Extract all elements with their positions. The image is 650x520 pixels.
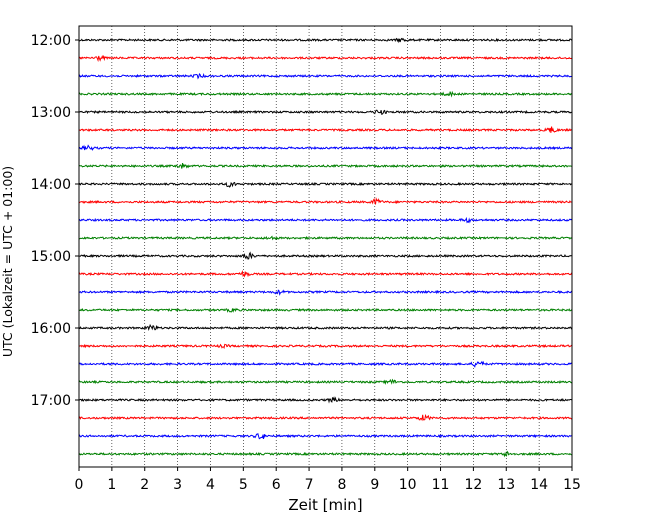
y-tick-label: 14:00 [31, 177, 71, 193]
trace-line [78, 269, 573, 278]
trace-line [78, 413, 573, 422]
x-axis-label: Zeit [min] [288, 496, 362, 514]
trace-line [78, 378, 573, 386]
x-axis-ticks: 0 1 2 3 4 5 6 7 8 9 10 11 12 13 14 15 [75, 467, 581, 493]
x-tick-label: 9 [370, 477, 379, 493]
seismic-traces [78, 37, 573, 458]
x-tick-label: 15 [563, 477, 581, 493]
trace-line [78, 251, 573, 260]
trace-line [78, 343, 573, 349]
trace-line [78, 144, 573, 151]
trace-line [78, 37, 573, 44]
trace-line [78, 396, 573, 404]
y-tick-label: 15:00 [31, 249, 71, 265]
trace-line [78, 216, 573, 224]
trace-line [78, 360, 573, 368]
y-axis-label: UTC (Lokalzeit = UTC + 01:00) [0, 166, 15, 357]
x-tick-label: 8 [337, 477, 346, 493]
plot-frame [78, 25, 573, 468]
trace-line [78, 126, 573, 133]
x-tick-label: 10 [399, 477, 417, 493]
x-tick-label: 6 [272, 477, 281, 493]
trace-line [78, 235, 573, 241]
y-tick-label: 17:00 [31, 393, 71, 409]
trace-line [78, 433, 573, 440]
y-tick-label: 13:00 [31, 105, 71, 121]
x-tick-label: 4 [206, 477, 215, 493]
trace-line [78, 90, 573, 98]
x-tick-label: 3 [173, 477, 182, 493]
trace-line [78, 109, 573, 116]
x-tick-label: 7 [305, 477, 314, 493]
y-axis-ticks: 12:00 13:00 14:00 15:00 16:00 17:00 [31, 33, 79, 409]
trace-line [78, 163, 573, 169]
x-tick-label: 11 [432, 477, 450, 493]
trace-line [78, 197, 573, 205]
trace-line [78, 450, 573, 458]
x-tick-label: 5 [239, 477, 248, 493]
y-tick-label: 12:00 [31, 33, 71, 49]
trace-line [78, 323, 573, 332]
x-tick-label: 0 [75, 477, 84, 493]
trace-line [78, 307, 573, 313]
x-tick-label: 13 [497, 477, 515, 493]
trace-line [78, 54, 573, 63]
x-tick-label: 2 [140, 477, 149, 493]
y-tick-label: 16:00 [31, 321, 71, 337]
x-tick-label: 14 [530, 477, 548, 493]
trace-line [78, 72, 573, 80]
trace-line [78, 181, 573, 188]
x-tick-label: 12 [464, 477, 482, 493]
trace-line [78, 289, 573, 296]
x-tick-label: 1 [107, 477, 116, 493]
